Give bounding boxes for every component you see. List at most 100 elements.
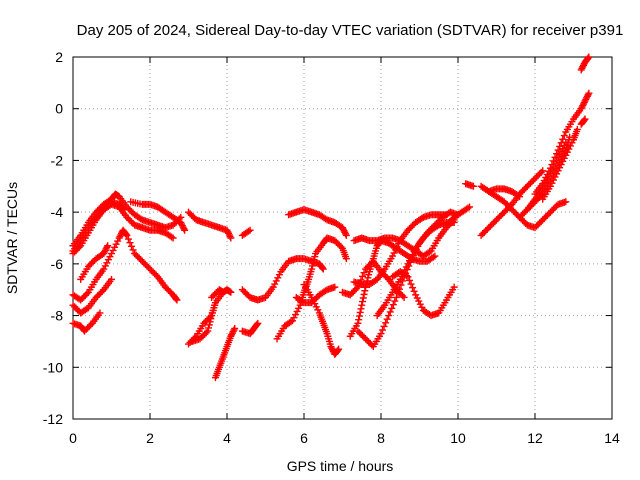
data-point <box>407 280 415 288</box>
data-point <box>178 222 186 230</box>
data-point <box>579 63 587 71</box>
data-point <box>503 205 511 213</box>
data-point <box>138 257 146 265</box>
data-point <box>365 271 373 279</box>
data-point <box>573 125 581 133</box>
data-point <box>485 224 493 232</box>
data-point <box>513 210 521 218</box>
data-point <box>380 322 388 330</box>
data-point <box>72 246 80 254</box>
data-point <box>390 249 398 257</box>
data-point <box>274 274 282 282</box>
data-point <box>382 272 390 280</box>
data-point <box>505 203 513 211</box>
data-point <box>415 297 423 305</box>
data-point <box>196 335 204 343</box>
data-point <box>584 54 592 62</box>
plot-frame <box>72 56 613 420</box>
data-point <box>342 255 350 263</box>
data-point <box>71 303 79 311</box>
data-point <box>308 262 316 270</box>
data-point <box>149 268 157 276</box>
data-point <box>101 246 109 254</box>
data-point <box>108 250 115 258</box>
data-point <box>339 224 346 232</box>
data-point <box>585 89 593 97</box>
data-point <box>540 177 548 185</box>
data-point <box>536 219 544 227</box>
data-point <box>185 340 192 348</box>
data-point <box>209 292 217 300</box>
data-point <box>129 246 137 254</box>
data-point <box>240 287 248 295</box>
data-point <box>557 161 565 169</box>
data-point <box>363 263 371 271</box>
data-point <box>349 288 357 296</box>
x-tick-label: 8 <box>377 430 385 446</box>
data-point <box>516 213 524 221</box>
data-point <box>185 208 192 216</box>
data-point <box>395 240 403 248</box>
data-point <box>83 290 91 298</box>
data-point <box>348 289 356 297</box>
data-point <box>529 176 537 184</box>
data-point <box>548 161 556 169</box>
data-point <box>122 230 130 238</box>
data-point <box>382 319 390 327</box>
data-point <box>549 176 557 184</box>
data-point <box>207 315 215 323</box>
data-point <box>342 231 350 239</box>
data-point <box>100 206 108 214</box>
data-point <box>245 227 253 235</box>
data-point <box>522 207 530 215</box>
data-point <box>135 254 143 262</box>
data-point <box>383 274 391 282</box>
data-point <box>520 185 528 193</box>
data-point <box>81 327 89 335</box>
data-point <box>582 95 590 103</box>
data-point <box>480 228 488 236</box>
data-point <box>399 292 407 300</box>
data-point <box>560 132 568 140</box>
data-point <box>292 311 300 319</box>
data-point <box>224 228 232 236</box>
data-point <box>409 251 417 259</box>
data-point <box>372 276 380 284</box>
data-point <box>568 139 576 147</box>
data-point <box>469 182 477 190</box>
data-point <box>96 309 104 317</box>
data-point <box>421 232 429 240</box>
data-point <box>557 148 565 156</box>
data-point <box>205 324 213 332</box>
data-point <box>363 336 371 344</box>
data-point <box>111 243 119 251</box>
data-point <box>409 222 417 230</box>
data-point <box>126 216 134 224</box>
data-point <box>172 295 180 303</box>
data-point <box>548 207 556 215</box>
data-points <box>69 53 593 382</box>
data-point <box>499 210 507 218</box>
data-point <box>114 237 122 245</box>
data-point <box>409 284 417 292</box>
data-point <box>101 262 109 270</box>
data-point <box>84 262 92 270</box>
data-point <box>100 265 108 273</box>
data-point <box>365 338 373 346</box>
data-point <box>334 346 342 354</box>
x-tick-label: 10 <box>450 430 466 446</box>
data-point <box>444 220 452 228</box>
data-point <box>494 214 502 222</box>
data-point <box>137 256 145 264</box>
chart-title: Day 205 of 2024, Sidereal Day-to-day VTE… <box>77 22 624 39</box>
data-point <box>410 287 418 295</box>
data-point <box>128 242 136 250</box>
data-point <box>318 264 326 272</box>
data-point <box>169 234 177 242</box>
data-point <box>331 283 339 291</box>
data-point <box>404 226 412 234</box>
data-point <box>355 316 363 324</box>
data-point <box>559 157 567 165</box>
data-point <box>388 304 396 312</box>
